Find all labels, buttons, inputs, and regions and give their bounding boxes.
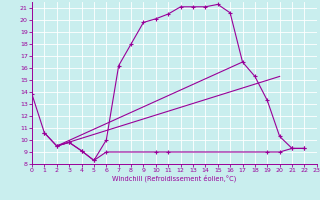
X-axis label: Windchill (Refroidissement éolien,°C): Windchill (Refroidissement éolien,°C)	[112, 175, 236, 182]
